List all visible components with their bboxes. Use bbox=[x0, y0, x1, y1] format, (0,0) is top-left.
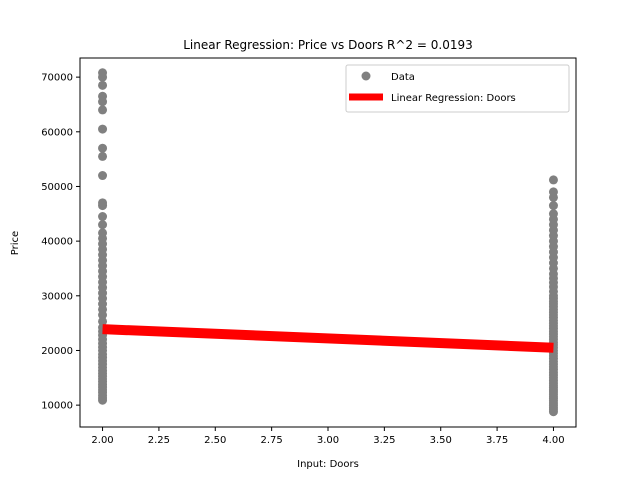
data-point bbox=[98, 316, 108, 326]
legend-regression-label: Linear Regression: Doors bbox=[391, 93, 516, 104]
x-tick-label: 3.50 bbox=[430, 435, 452, 446]
x-tick-label: 2.50 bbox=[204, 435, 226, 446]
y-tick-label: 30000 bbox=[41, 291, 73, 302]
data-point bbox=[98, 228, 108, 238]
data-point bbox=[98, 124, 108, 134]
y-tick-label: 50000 bbox=[41, 182, 73, 193]
data-point bbox=[98, 91, 108, 101]
regression-line bbox=[102, 324, 554, 353]
data-point bbox=[98, 105, 108, 115]
y-tick-label: 70000 bbox=[41, 73, 73, 84]
y-tick-label: 60000 bbox=[41, 127, 73, 138]
x-tick-label: 4.00 bbox=[542, 435, 564, 446]
data-point bbox=[98, 171, 108, 181]
x-axis: 2.00 2.25 2.50 2.75 3.00 3.25 3.50 3.75 4.00 bbox=[91, 427, 565, 446]
x-tick-label: 3.25 bbox=[373, 435, 395, 446]
x-tick-label: 2.25 bbox=[148, 435, 170, 446]
x-axis-label: Input: Doors bbox=[297, 459, 359, 470]
data-point bbox=[548, 209, 558, 219]
y-tick-label: 20000 bbox=[41, 346, 73, 357]
data-point bbox=[98, 198, 108, 208]
y-axis: 10000 20000 30000 40000 50000 60000 70000 bbox=[41, 73, 80, 412]
legend: Data Linear Regression: Doors bbox=[345, 64, 570, 113]
data-point bbox=[548, 187, 558, 197]
y-tick-label: 40000 bbox=[41, 237, 73, 248]
data-point bbox=[98, 151, 108, 161]
axes-frame bbox=[79, 57, 577, 428]
data-point bbox=[98, 68, 108, 78]
chart-title: Linear Regression: Price vs Doors R^2 = … bbox=[183, 38, 472, 52]
data-point bbox=[98, 212, 108, 222]
data-point bbox=[98, 220, 108, 230]
legend-box bbox=[345, 64, 570, 113]
x-tick-label: 2.75 bbox=[261, 435, 283, 446]
data-point bbox=[98, 80, 108, 90]
x-tick-label: 3.75 bbox=[486, 435, 508, 446]
y-tick-label: 10000 bbox=[41, 401, 73, 412]
legend-data-label: Data bbox=[391, 72, 415, 83]
x-tick-label: 2.00 bbox=[91, 435, 113, 446]
data-point bbox=[548, 175, 558, 185]
data-point bbox=[98, 143, 108, 153]
data-point bbox=[548, 201, 558, 211]
legend-data-marker bbox=[361, 71, 371, 81]
plot-area bbox=[98, 68, 558, 417]
y-axis-label: Price bbox=[10, 231, 21, 255]
x-tick-label: 3.00 bbox=[317, 435, 339, 446]
